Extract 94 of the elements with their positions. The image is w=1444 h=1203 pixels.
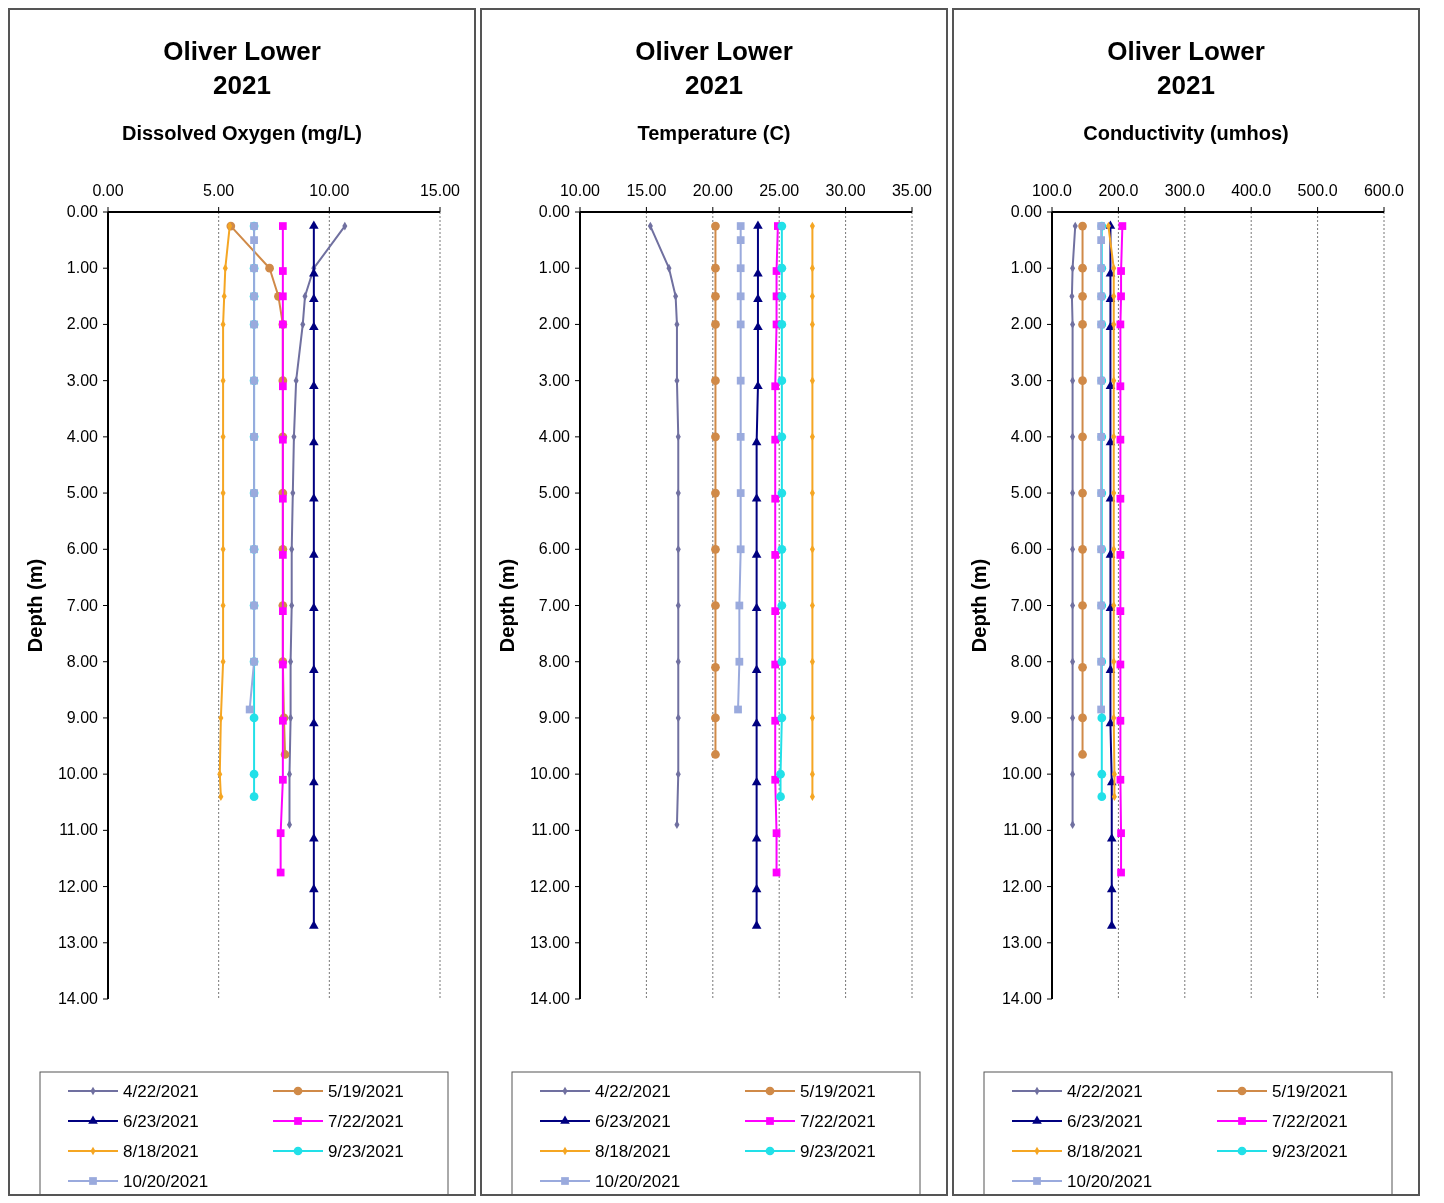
y-tick-label: 8.00 <box>538 652 571 670</box>
y-tick-label: 4.00 <box>66 427 99 445</box>
y-tick-label: 14.00 <box>57 990 99 1007</box>
y-tick-label: 5.00 <box>1010 484 1043 502</box>
y-tick-label: 1.00 <box>538 259 571 277</box>
x-axis-title: Dissolved Oxygen (mg/L) <box>121 122 363 144</box>
x-tick-label: 15.00 <box>419 182 461 199</box>
y-tick-label: 1.00 <box>1010 259 1043 277</box>
x-tick-label: 25.00 <box>759 182 800 199</box>
x-tick-label: 20.00 <box>692 182 733 199</box>
legend-label: 8/18/2021 <box>1067 1142 1143 1161</box>
chart-title: Oliver Lower <box>635 36 793 66</box>
chart-title: Oliver Lower <box>1107 36 1265 66</box>
y-tick-label: 12.00 <box>57 877 99 895</box>
legend-label: 9/23/2021 <box>328 1142 404 1161</box>
y-tick-label: 6.00 <box>66 540 99 558</box>
y-axis-title: Depth (m) <box>968 558 990 653</box>
y-tick-label: 6.00 <box>538 540 571 558</box>
y-tick-label: 9.00 <box>66 708 99 726</box>
y-tick-label: 7.00 <box>66 596 99 614</box>
x-tick-label: 600.0 <box>1363 182 1405 199</box>
y-tick-label: 14.00 <box>529 990 571 1007</box>
legend-label: 7/22/2021 <box>328 1112 404 1131</box>
y-tick-label: 13.00 <box>1001 933 1043 951</box>
y-tick-label: 12.00 <box>529 877 571 895</box>
y-tick-label: 11.00 <box>59 821 99 839</box>
y-tick-label: 3.00 <box>538 371 571 389</box>
y-tick-label: 4.00 <box>538 427 571 445</box>
legend-label: 6/23/2021 <box>1067 1112 1143 1131</box>
x-tick-label: 15.00 <box>626 182 667 199</box>
x-tick-label: 200.0 <box>1098 182 1139 199</box>
x-tick-label: 500.0 <box>1297 182 1338 199</box>
y-tick-label: 11.00 <box>1003 821 1043 839</box>
legend-label: 5/19/2021 <box>1272 1082 1348 1101</box>
legend-label: 4/22/2021 <box>1067 1082 1143 1101</box>
x-axis-title: Temperature (C) <box>637 122 791 144</box>
x-axis-title: Conductivity (umhos) <box>1083 122 1289 144</box>
x-tick-label: 100.0 <box>1031 182 1073 199</box>
chart-subtitle: 2021 <box>213 70 271 100</box>
y-tick-label: 2.00 <box>1010 315 1043 333</box>
y-tick-label: 3.00 <box>66 371 99 389</box>
y-tick-label: 14.00 <box>1001 990 1043 1007</box>
y-tick-label: 13.00 <box>529 933 571 951</box>
y-tick-label: 0.00 <box>538 203 571 220</box>
y-tick-label: 1.00 <box>66 259 99 277</box>
y-axis-title: Depth (m) <box>496 558 518 653</box>
legend-label: 4/22/2021 <box>123 1082 199 1101</box>
chart-title: Oliver Lower <box>163 36 321 66</box>
y-tick-label: 2.00 <box>66 315 99 333</box>
x-tick-label: 10.00 <box>309 182 350 199</box>
x-tick-label: 5.00 <box>203 182 235 199</box>
y-tick-label: 7.00 <box>1010 596 1043 614</box>
legend-label: 9/23/2021 <box>800 1142 876 1161</box>
y-tick-label: 3.00 <box>1010 371 1043 389</box>
x-tick-label: 10.00 <box>559 182 601 199</box>
x-tick-label: 0.00 <box>92 182 124 199</box>
x-tick-label: 300.0 <box>1164 182 1205 199</box>
y-tick-label: 9.00 <box>1010 708 1043 726</box>
x-tick-label: 35.00 <box>891 182 933 199</box>
y-tick-label: 4.00 <box>1010 427 1043 445</box>
x-tick-label: 30.00 <box>825 182 866 199</box>
legend-label: 8/18/2021 <box>595 1142 671 1161</box>
legend-label: 4/22/2021 <box>595 1082 671 1101</box>
y-tick-label: 8.00 <box>1010 652 1043 670</box>
y-tick-label: 12.00 <box>1001 877 1043 895</box>
y-tick-label: 10.00 <box>57 765 99 783</box>
y-axis-title: Depth (m) <box>24 558 46 653</box>
y-tick-label: 10.00 <box>1001 765 1043 783</box>
y-tick-label: 9.00 <box>538 708 571 726</box>
y-tick-label: 10.00 <box>529 765 571 783</box>
legend-label: 9/23/2021 <box>1272 1142 1348 1161</box>
legend-label: 5/19/2021 <box>328 1082 404 1101</box>
y-tick-label: 8.00 <box>66 652 99 670</box>
legend-label: 6/23/2021 <box>123 1112 199 1131</box>
y-tick-label: 5.00 <box>66 484 99 502</box>
y-tick-label: 2.00 <box>538 315 571 333</box>
x-tick-label: 400.0 <box>1231 182 1272 199</box>
y-tick-label: 0.00 <box>1010 203 1043 220</box>
y-tick-label: 7.00 <box>538 596 571 614</box>
legend-label: 7/22/2021 <box>800 1112 876 1131</box>
y-tick-label: 0.00 <box>66 203 99 220</box>
legend-label: 10/20/2021 <box>595 1172 681 1191</box>
chart-subtitle: 2021 <box>1157 70 1215 100</box>
y-tick-label: 6.00 <box>1010 540 1043 558</box>
legend-label: 5/19/2021 <box>800 1082 876 1101</box>
y-tick-label: 11.00 <box>531 821 571 839</box>
chart-subtitle: 2021 <box>685 70 743 100</box>
legend-label: 6/23/2021 <box>595 1112 671 1131</box>
legend-label: 10/20/2021 <box>123 1172 209 1191</box>
y-tick-label: 13.00 <box>57 933 99 951</box>
legend-label: 10/20/2021 <box>1067 1172 1153 1191</box>
y-tick-label: 5.00 <box>538 484 571 502</box>
legend-label: 7/22/2021 <box>1272 1112 1348 1131</box>
legend-label: 8/18/2021 <box>123 1142 199 1161</box>
